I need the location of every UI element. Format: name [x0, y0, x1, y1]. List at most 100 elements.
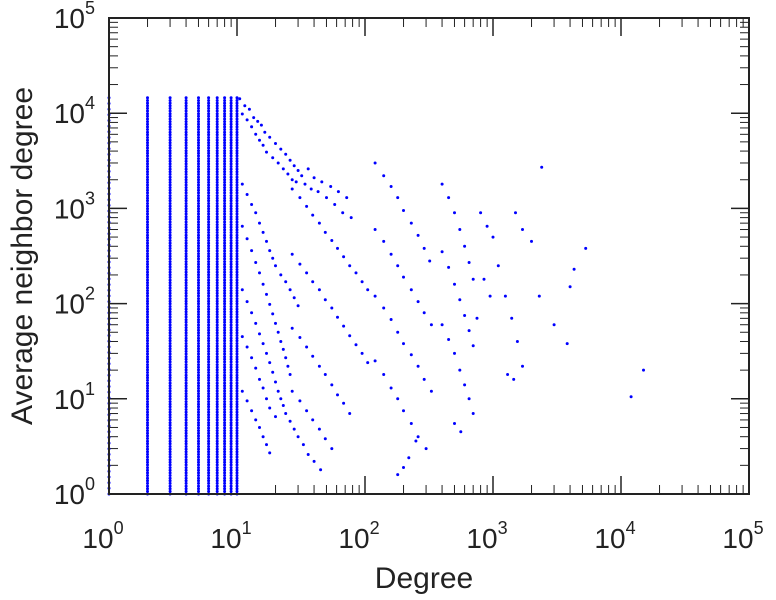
data-point	[223, 220, 227, 224]
data-point	[323, 437, 327, 441]
data-point	[245, 193, 249, 196]
data-point	[197, 149, 200, 153]
data-point	[215, 447, 219, 451]
data-point	[240, 182, 244, 186]
data-point	[223, 283, 227, 287]
data-point	[146, 458, 149, 462]
data-point	[348, 334, 352, 338]
data-point	[168, 162, 172, 166]
x-tick-label: 103	[466, 518, 507, 554]
data-point	[642, 368, 645, 372]
data-point	[168, 402, 172, 406]
data-point	[197, 244, 200, 248]
data-point	[223, 281, 227, 285]
data-point	[184, 368, 188, 372]
data-point	[168, 376, 172, 380]
data-point	[323, 298, 327, 302]
data-point	[366, 288, 370, 292]
data-point	[235, 360, 239, 364]
data-point	[515, 340, 519, 343]
data-point	[168, 334, 172, 337]
data-point	[290, 187, 294, 191]
data-point	[197, 136, 200, 139]
data-point	[229, 376, 233, 380]
data-point	[290, 326, 294, 330]
data-point	[229, 130, 233, 134]
data-point	[373, 161, 377, 165]
data-point	[146, 297, 149, 301]
data-point	[146, 149, 149, 153]
data-point	[197, 241, 200, 245]
data-point	[168, 328, 172, 332]
data-point	[235, 191, 239, 195]
data-point	[235, 241, 239, 245]
data-point	[229, 458, 233, 462]
data-point	[197, 175, 200, 179]
data-point	[311, 213, 315, 217]
data-point	[207, 286, 211, 290]
data-point	[428, 259, 432, 263]
data-point	[510, 316, 514, 320]
data-point	[168, 223, 172, 227]
data-point	[235, 315, 239, 319]
data-point	[197, 373, 200, 377]
data-point	[235, 429, 239, 433]
data-point	[184, 352, 188, 356]
data-point	[168, 265, 172, 269]
data-point	[146, 360, 149, 364]
data-point	[223, 202, 227, 205]
data-point	[265, 443, 268, 447]
data-point	[197, 342, 200, 345]
data-point	[215, 408, 219, 411]
data-point	[168, 357, 172, 361]
data-point	[235, 413, 239, 417]
data-point	[215, 397, 219, 401]
data-point	[168, 273, 172, 277]
data-point	[223, 172, 227, 176]
data-point	[146, 481, 149, 485]
data-point	[247, 107, 251, 111]
data-point	[229, 434, 233, 438]
data-point	[184, 347, 188, 351]
data-point	[197, 305, 200, 308]
data-point	[184, 257, 188, 261]
data-point	[235, 254, 239, 258]
data-point	[447, 338, 451, 341]
data-point	[184, 386, 188, 390]
data-point	[146, 225, 149, 229]
data-point	[223, 254, 227, 258]
data-point	[223, 397, 227, 401]
data-point	[197, 183, 200, 187]
data-point	[223, 289, 227, 293]
data-point	[197, 180, 200, 184]
data-point	[168, 114, 172, 118]
data-point	[305, 271, 309, 275]
data-point	[168, 101, 172, 105]
data-point	[268, 451, 272, 455]
data-point	[348, 264, 352, 268]
data-point	[146, 125, 149, 129]
data-point	[197, 112, 200, 116]
data-point	[146, 434, 149, 438]
data-point	[146, 133, 149, 137]
data-point	[197, 460, 200, 464]
data-point	[235, 328, 239, 332]
x-tick-label: 105	[722, 518, 763, 554]
data-point	[197, 466, 200, 470]
data-point	[146, 239, 149, 242]
data-point	[168, 368, 172, 372]
data-point	[229, 191, 233, 195]
data-point	[184, 146, 188, 150]
data-point	[215, 154, 219, 158]
data-point	[146, 104, 149, 108]
data-point	[229, 378, 233, 382]
data-point	[250, 249, 254, 253]
data-point	[215, 278, 219, 282]
data-point	[288, 373, 292, 376]
data-point	[223, 405, 227, 409]
data-point	[373, 228, 377, 231]
data-point	[184, 209, 188, 213]
data-point	[261, 230, 265, 234]
data-point	[223, 291, 227, 295]
data-point	[168, 426, 172, 430]
